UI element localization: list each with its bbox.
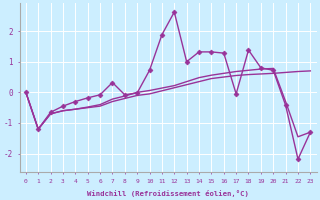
X-axis label: Windchill (Refroidissement éolien,°C): Windchill (Refroidissement éolien,°C) (87, 190, 249, 197)
